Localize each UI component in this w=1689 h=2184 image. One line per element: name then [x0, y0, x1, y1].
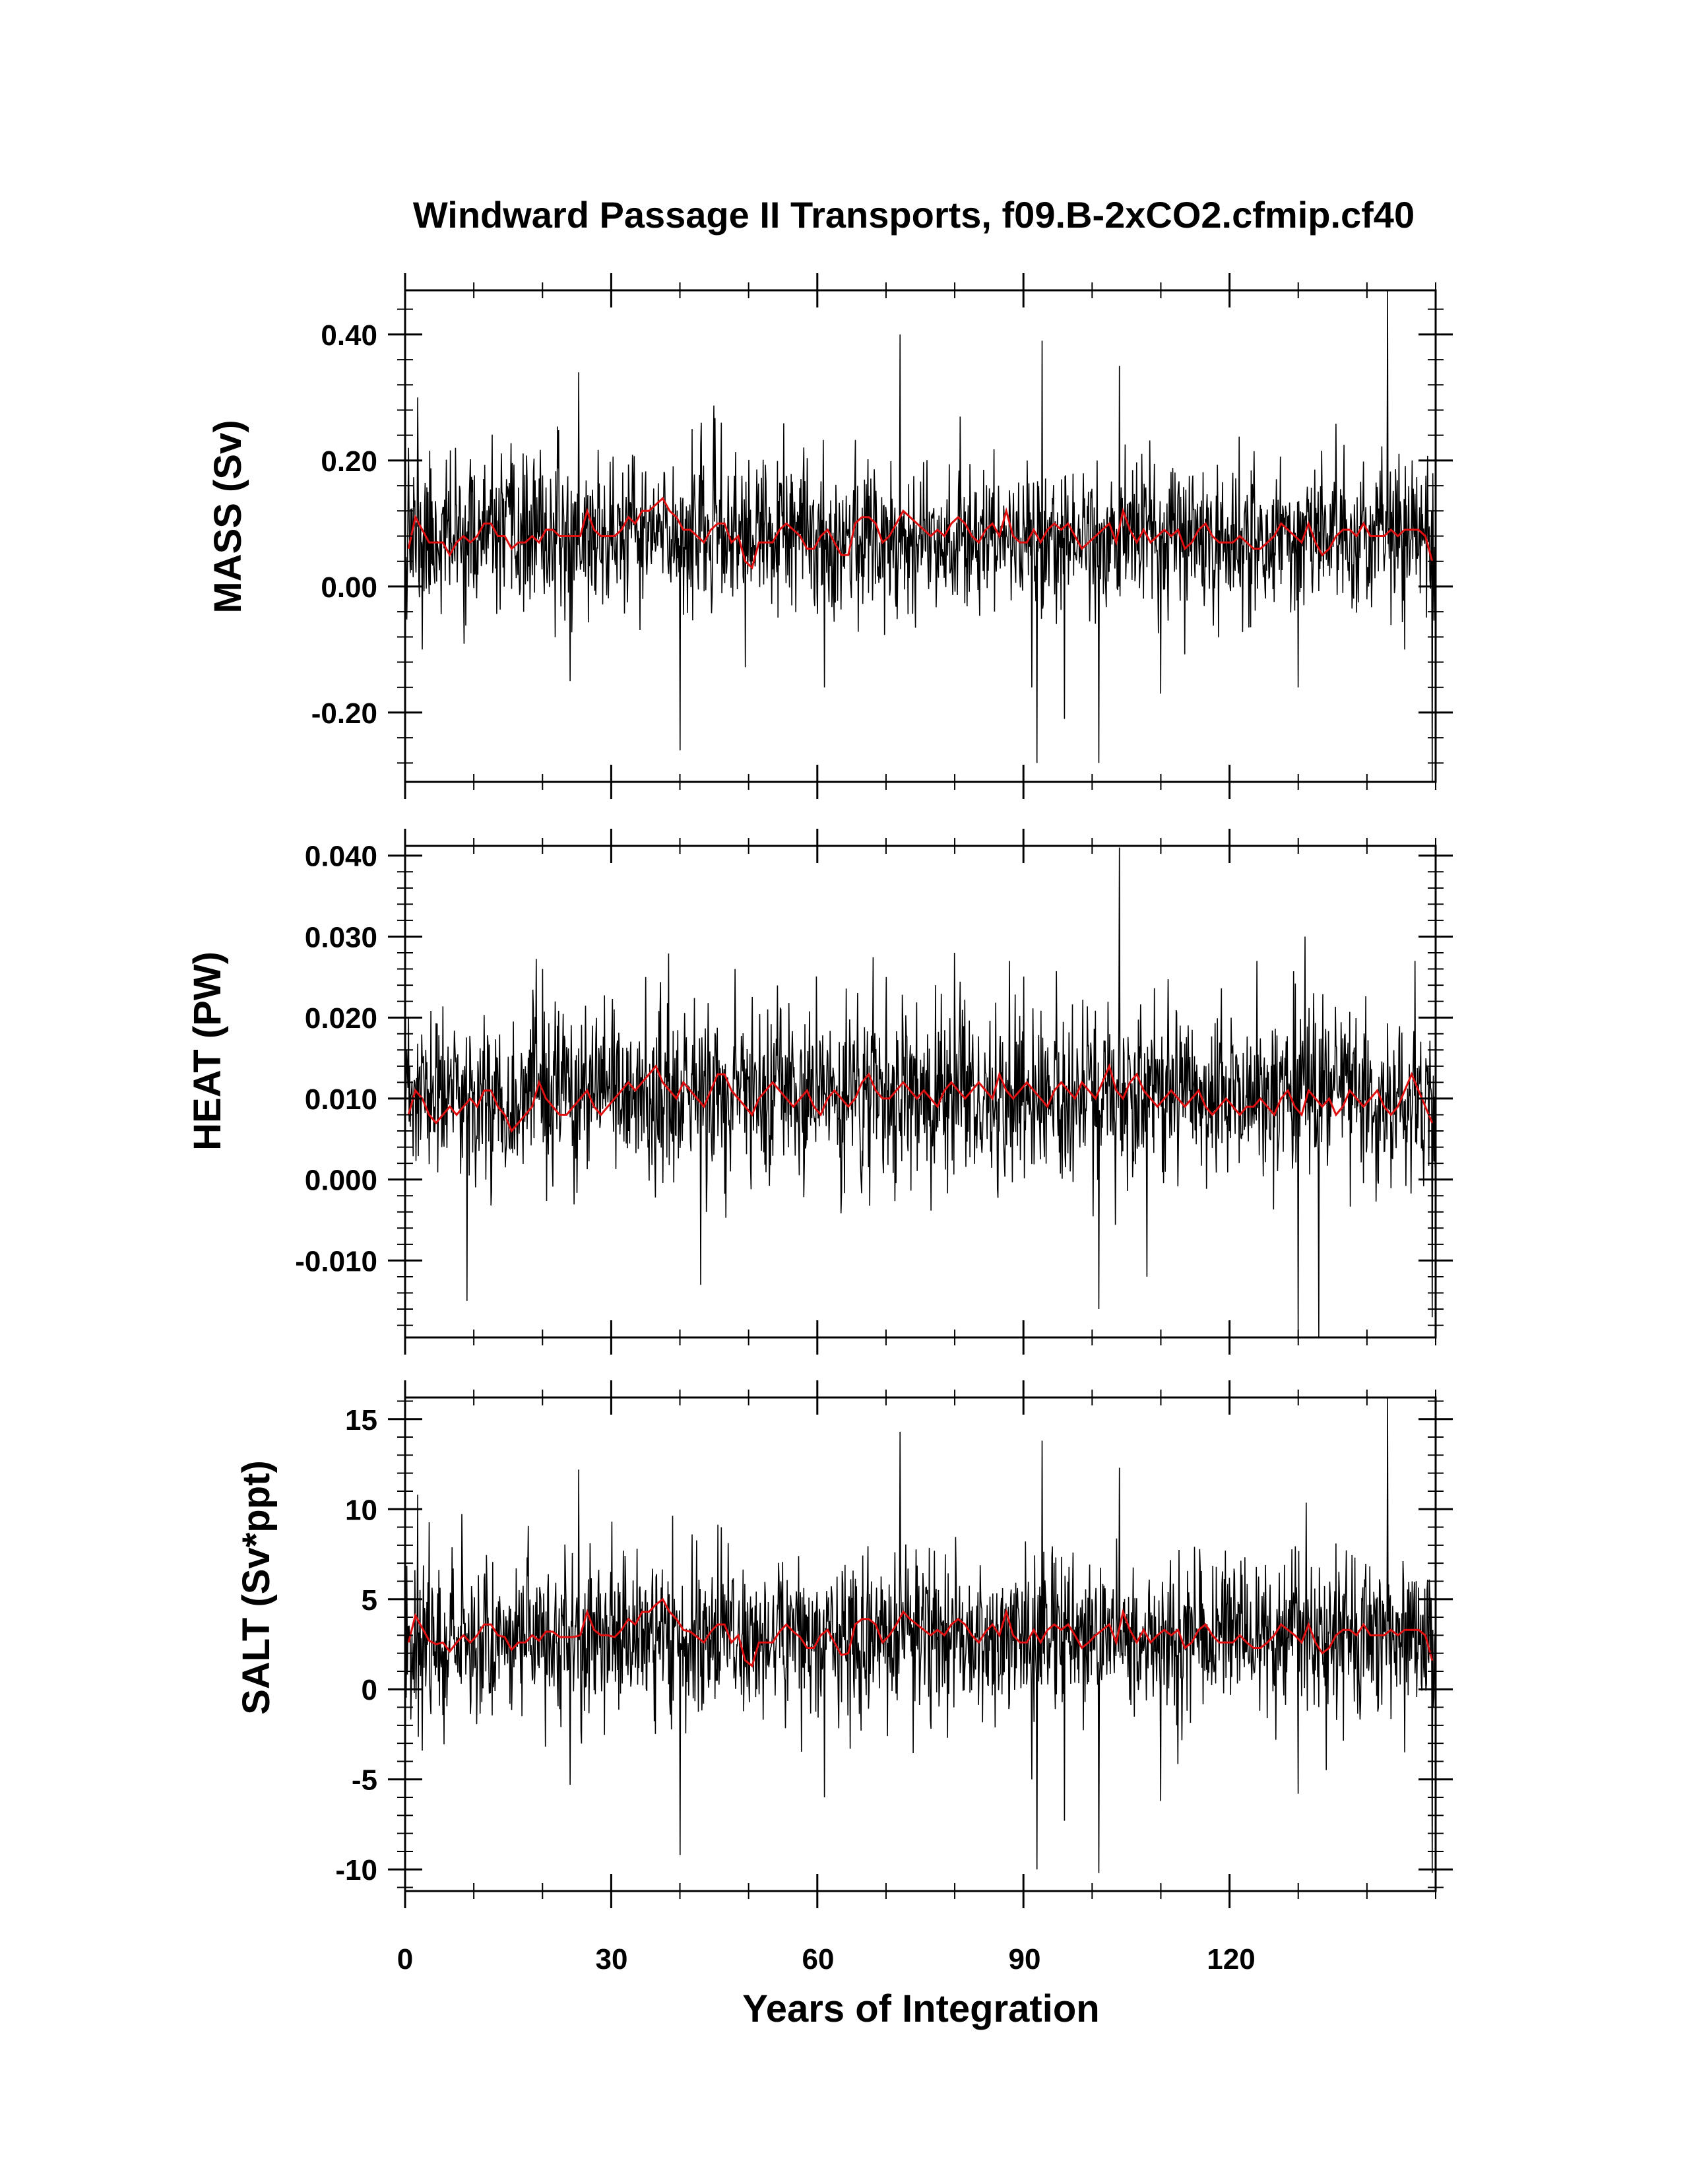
mass-panel: MASS (Sv) -0.20 0.00 0.20 0.40	[207, 273, 1453, 799]
x-tick-label: 90	[1009, 1943, 1041, 1975]
raw-series-line	[405, 847, 1436, 1337]
x-tick-label: 30	[596, 1943, 628, 1975]
x-tick-label: 120	[1207, 1943, 1255, 1975]
salt-panel: SALT (Sv*ppt) -10 -5 0 5 10 15	[235, 1380, 1453, 1908]
raw-series-line	[405, 1397, 1436, 1873]
x-tick-label: 60	[802, 1943, 835, 1975]
y-tick-label: 5	[362, 1584, 377, 1617]
y-tick-label: 15	[345, 1404, 377, 1436]
y-axis-label-heat: HEAT (PW)	[186, 951, 229, 1151]
chart-title: Windward Passage II Transports, f09.B-2x…	[413, 194, 1415, 236]
y-tick-label: 0.20	[321, 445, 377, 478]
x-tick-label: 0	[397, 1943, 413, 1975]
smoothed-series-line	[407, 1597, 1434, 1668]
y-tick-label: 0.020	[305, 1002, 377, 1035]
y-tick-label: -10	[335, 1854, 377, 1886]
y-tick-label: 0.40	[321, 319, 377, 352]
y-axis-label-salt: SALT (Sv*ppt)	[235, 1460, 278, 1715]
y-tick-label: -5	[352, 1764, 377, 1797]
y-tick-label: 10	[345, 1494, 377, 1526]
plot-frame	[404, 845, 1437, 1339]
heat-panel: HEAT (PW) -0.010 0.000 0.010 0.020 0.030 0.04…	[186, 829, 1453, 1355]
plot-frame	[404, 1396, 1437, 1892]
x-tick-labels: 0 30 60 90 120	[397, 1943, 1256, 1975]
y-tick-label: 0.00	[321, 571, 377, 604]
y-tick-label: -0.20	[311, 697, 377, 730]
y-tick-label: 0.000	[305, 1165, 377, 1197]
y-tick-label: -0.010	[295, 1245, 377, 1277]
raw-series-line	[405, 290, 1436, 782]
smoothed-series-line	[407, 496, 1434, 570]
y-axis-label-mass: MASS (Sv)	[207, 420, 249, 613]
y-tick-label: 0.030	[305, 921, 377, 953]
y-tick-label: 0.010	[305, 1083, 377, 1116]
smoothed-series-line	[407, 1063, 1434, 1133]
y-tick-label: 0.040	[305, 841, 377, 873]
x-axis-label: Years of Integration	[742, 1987, 1099, 2030]
y-tick-label: 0	[362, 1674, 377, 1706]
